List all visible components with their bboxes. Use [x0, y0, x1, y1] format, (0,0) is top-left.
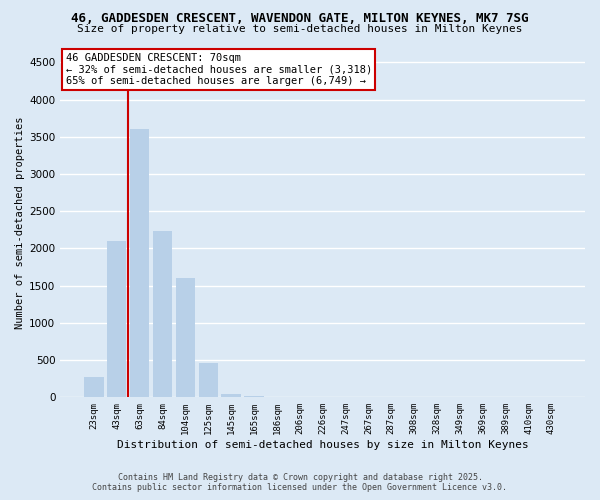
Bar [267, 396, 287, 398]
Bar [130, 128, 149, 398]
X-axis label: Distribution of semi-detached houses by size in Milton Keynes: Distribution of semi-detached houses by … [117, 440, 529, 450]
Text: Contains HM Land Registry data © Crown copyright and database right 2025.
Contai: Contains HM Land Registry data © Crown c… [92, 473, 508, 492]
Bar [199, 363, 218, 398]
Bar [153, 232, 172, 398]
Text: Size of property relative to semi-detached houses in Milton Keynes: Size of property relative to semi-detach… [77, 24, 523, 34]
Bar [176, 278, 195, 398]
Bar [221, 394, 241, 398]
Bar [84, 377, 104, 398]
Text: 46, GADDESDEN CRESCENT, WAVENDON GATE, MILTON KEYNES, MK7 7SG: 46, GADDESDEN CRESCENT, WAVENDON GATE, M… [71, 12, 529, 26]
Text: 46 GADDESDEN CRESCENT: 70sqm
← 32% of semi-detached houses are smaller (3,318)
6: 46 GADDESDEN CRESCENT: 70sqm ← 32% of se… [65, 52, 372, 86]
Bar [244, 396, 264, 398]
Y-axis label: Number of semi-detached properties: Number of semi-detached properties [15, 116, 25, 328]
Bar [107, 241, 127, 398]
